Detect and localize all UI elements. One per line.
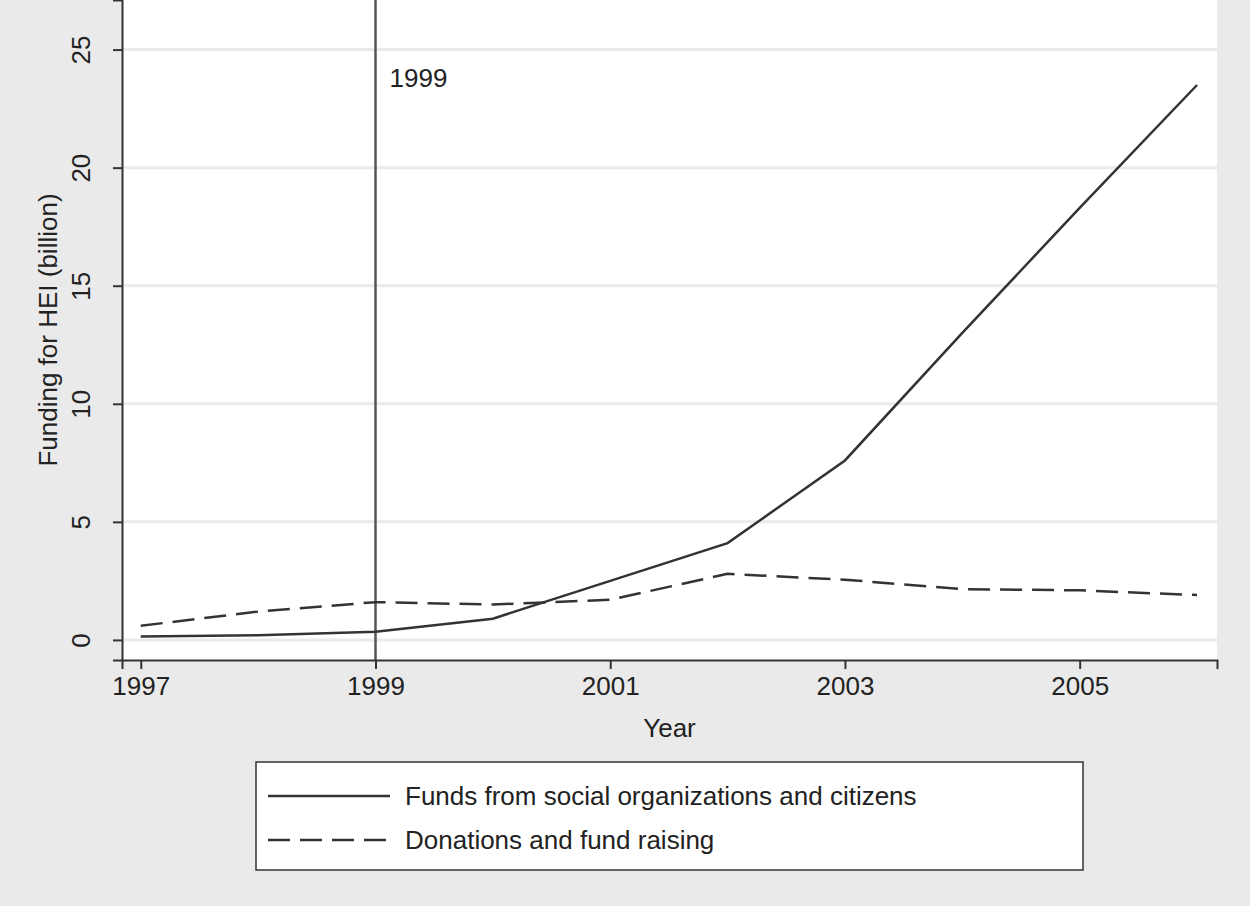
grid-line: [122, 520, 1217, 523]
grid-line: [122, 284, 1217, 287]
x-axis-line: [123, 661, 1218, 670]
series-line: [141, 574, 1197, 626]
legend-box: [256, 762, 1083, 870]
x-tick-mark: [140, 660, 142, 669]
grid: [122, 50, 1217, 640]
x-tick-label: 2005: [1051, 671, 1109, 701]
marks: [141, 0, 1197, 660]
grid-line: [122, 48, 1217, 51]
y-tick-label: 5: [66, 515, 96, 529]
y-tick-label: 10: [66, 390, 96, 419]
legend-label: Donations and fund raising: [405, 825, 714, 855]
x-tick-label: 1997: [112, 671, 170, 701]
series-line: [141, 85, 1197, 636]
y-tick-mark: [113, 639, 122, 641]
y-tick-mark: [113, 521, 122, 523]
x-axis: 1997 1999 2001 2003 2005: [112, 660, 1217, 701]
y-tick-mark: [113, 285, 122, 287]
y-tick: 15: [66, 272, 122, 301]
grid-line: [122, 638, 1217, 641]
x-axis-title: Year: [643, 713, 696, 743]
y-axis-line: [113, 1, 123, 661]
annotation-line: [374, 0, 377, 660]
grid-line: [122, 402, 1217, 405]
y-tick: 0: [66, 633, 122, 647]
x-tick: 1999: [347, 660, 405, 701]
x-tick-label: 2001: [582, 671, 640, 701]
y-tick-mark: [113, 167, 122, 169]
y-tick-mark: [113, 49, 122, 51]
y-tick-label: 15: [66, 272, 96, 301]
y-tick-mark: [113, 403, 122, 405]
plot-area: [122, 0, 1217, 660]
y-tick: 5: [66, 515, 122, 529]
y-tick-label: 25: [66, 36, 96, 65]
x-tick-mark: [375, 660, 377, 669]
x-tick: 2003: [817, 660, 875, 701]
x-tick: 2005: [1051, 660, 1109, 701]
x-tick-mark: [1079, 660, 1081, 669]
grid-line: [122, 166, 1217, 169]
chart: 1999 0 5 10 15 20 25 1997 1999 2001 2003 2005 Year Fu…: [0, 0, 1250, 906]
y-tick-label: 20: [66, 154, 96, 183]
x-tick: 2001: [582, 660, 640, 701]
legend-swatch: [268, 839, 390, 842]
x-tick-mark: [844, 660, 846, 669]
x-tick-label: 2003: [817, 671, 875, 701]
background: [0, 0, 1250, 906]
annotation-text: 1999: [390, 63, 448, 93]
legend-label: Funds from social organizations and citi…: [405, 781, 917, 811]
y-tick: 25: [66, 36, 122, 65]
legend-swatch: [268, 795, 390, 798]
legend: Funds from social organizations and citi…: [256, 762, 1083, 870]
y-axis-title: Funding for HEI (billion): [33, 193, 63, 466]
x-tick-mark: [610, 660, 612, 669]
y-tick: 20: [66, 154, 122, 183]
y-axis: 0 5 10 15 20 25: [66, 1, 123, 661]
y-tick-label: 0: [66, 633, 96, 647]
x-tick-label: 1999: [347, 671, 405, 701]
y-tick: 10: [66, 390, 122, 419]
x-tick: 1997: [112, 660, 170, 701]
